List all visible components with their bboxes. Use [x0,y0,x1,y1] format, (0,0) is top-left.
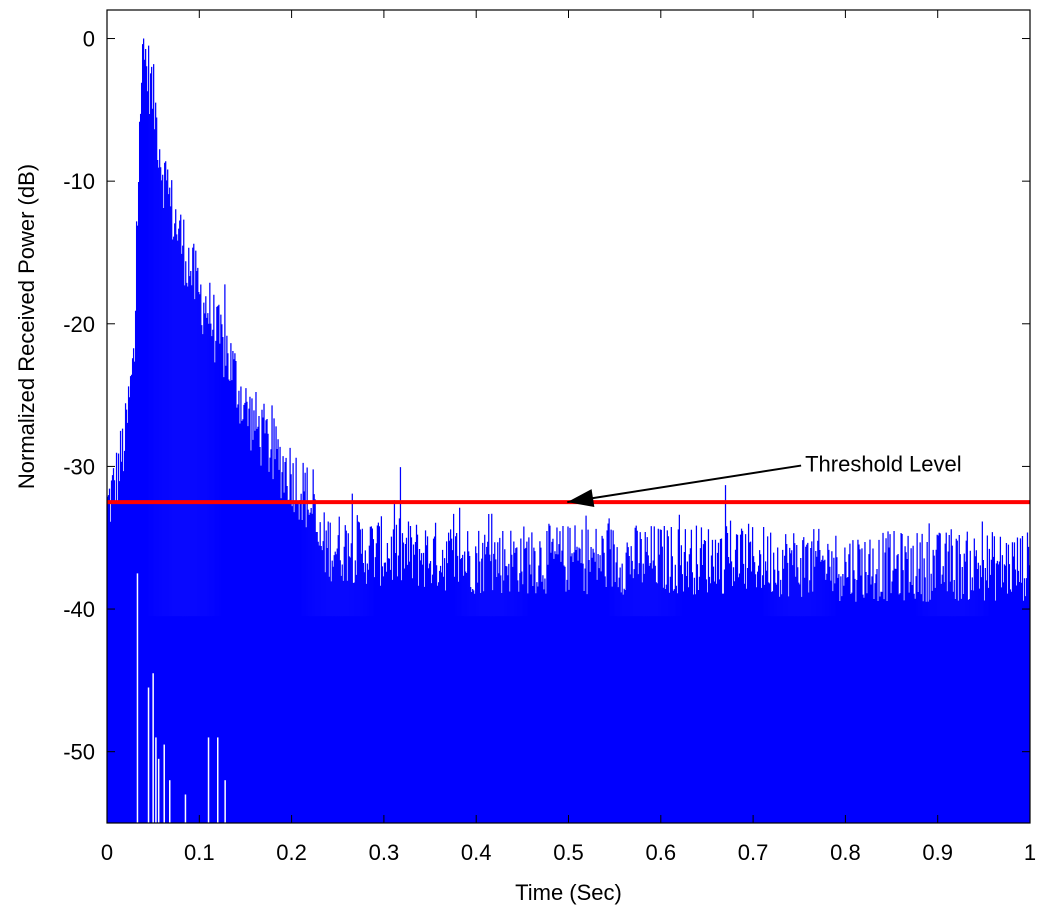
annotation-arrowhead [567,489,595,507]
y-axis-label: Normalized Received Power (dB) [14,164,39,489]
x-tick-label: 1 [1024,840,1036,865]
axes: 0 0.1 0.2 0.3 0.4 0.5 0.6 0.7 0.8 0.9 1 0 -10 -20 -30 -… [63,9,1036,865]
x-tick-label: 0.4 [461,840,492,865]
x-tick-label: 0 [101,840,113,865]
annotation-threshold-level: Threshold Level [805,452,962,477]
annotation-arrow-shaft [567,464,802,504]
annotation-group: Threshold Level [567,452,962,507]
x-axis-label: Time (Sec) [515,880,622,905]
deep-notches [136,573,226,823]
x-tick-label: 0.6 [646,840,677,865]
y-tick-label: -10 [63,169,95,194]
y-tick-label: -50 [63,740,95,765]
x-tick-label: 0.2 [276,840,307,865]
x-tick-label: 0.1 [184,840,215,865]
x-tick-label: 0.3 [369,840,400,865]
x-tick-label: 0.9 [922,840,953,865]
x-tick-label: 0.8 [830,840,861,865]
x-tick-label: 0.5 [553,840,584,865]
y-tick-label: 0 [83,27,95,52]
y-tick-label: -20 [63,312,95,337]
x-tick-label: 0.7 [738,840,769,865]
y-tick-label: -40 [63,597,95,622]
signal-bars [107,38,1030,823]
y-tick-label: -30 [63,454,95,479]
